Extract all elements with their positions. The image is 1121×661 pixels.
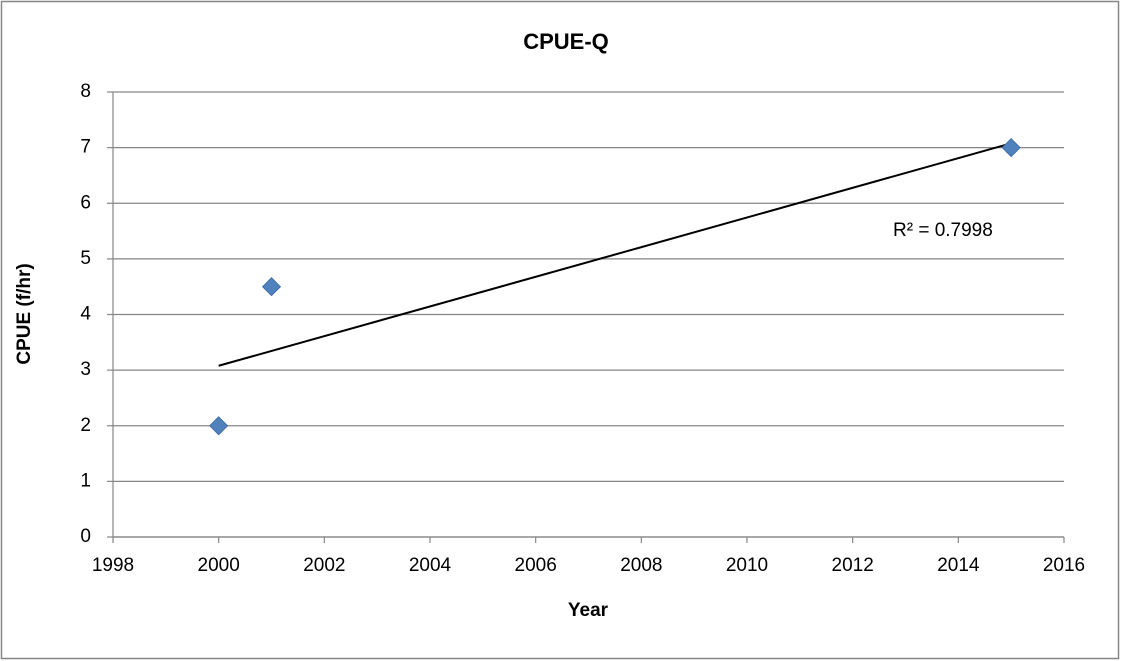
y-tick-label: 0 <box>80 526 91 547</box>
x-tick-label: 2002 <box>303 555 345 576</box>
x-tick-label: 2012 <box>832 555 874 576</box>
y-axis-label: CPUE (f/hr) <box>14 263 35 364</box>
x-tick-label: 2016 <box>1043 555 1085 576</box>
y-tick-label: 1 <box>80 470 91 491</box>
y-tick-label: 5 <box>80 248 91 269</box>
x-tick-label: 2010 <box>726 555 768 576</box>
trendline <box>218 142 1012 367</box>
x-tick-label: 2008 <box>620 555 662 576</box>
point <box>1001 138 1021 158</box>
x-axis-label: Year <box>568 600 609 621</box>
chart-title: CPUE-Q <box>523 29 609 54</box>
point <box>261 277 282 297</box>
x-tick-label: 1998 <box>92 555 134 576</box>
x-tick-label: 2004 <box>409 555 452 576</box>
y-tick-label: 6 <box>80 192 91 213</box>
y-tick-label: 8 <box>80 81 91 102</box>
x-tick-label: 2014 <box>937 555 980 576</box>
y-tick-label: 4 <box>80 304 91 325</box>
x-tick-label: 2006 <box>515 555 557 576</box>
point <box>209 416 229 436</box>
y-tick-label: 7 <box>80 137 91 158</box>
y-tick-label: 3 <box>80 359 91 380</box>
y-tick-label: 2 <box>80 415 91 436</box>
x-tick-label: 2000 <box>198 555 240 576</box>
trendline-annotation: R² = 0.7998 <box>893 220 993 241</box>
